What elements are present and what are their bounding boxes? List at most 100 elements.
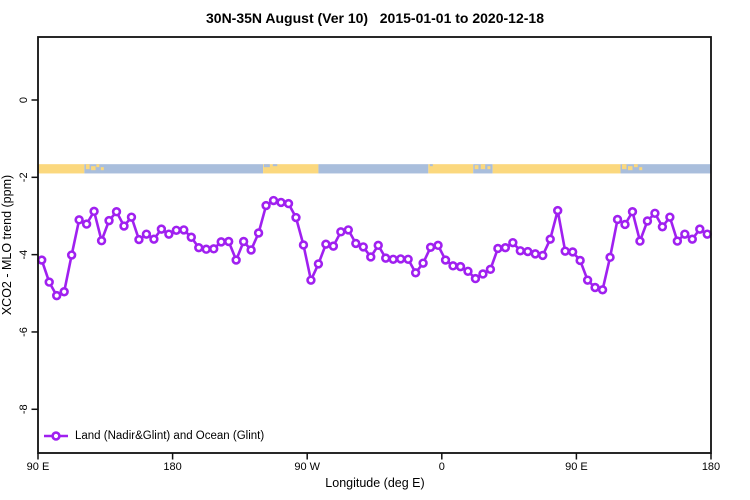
land-band-segment (263, 164, 319, 174)
data-point-marker (410, 268, 421, 278)
data-point-marker (141, 229, 152, 239)
data-point-marker (179, 225, 189, 235)
data-point-marker (523, 246, 533, 257)
data-point-marker (164, 229, 174, 239)
data-point-marker (575, 255, 585, 266)
data-point-marker (650, 208, 660, 218)
data-point-marker (328, 241, 339, 251)
plot-border (37, 36, 712, 454)
data-point-marker (246, 245, 256, 255)
data-point-marker (612, 214, 623, 225)
data-point-marker (680, 229, 690, 239)
data-point-marker (37, 255, 47, 265)
data-point-marker (171, 225, 182, 235)
data-point-marker (702, 229, 712, 239)
data-point-marker (366, 252, 376, 262)
data-point-marker (590, 282, 600, 293)
legend-label: Land (Nadir&Glint) and Ocean (Glint) (75, 430, 264, 442)
data-point-marker (149, 234, 159, 244)
data-point-marker (74, 215, 84, 225)
land-band-speckle (85, 164, 90, 170)
data-point-marker (51, 290, 62, 301)
data-point-marker (635, 236, 645, 246)
data-point-marker (515, 246, 526, 256)
ocean-band-speckle (263, 164, 270, 168)
data-point-marker (351, 238, 361, 249)
land-band-speckle (474, 165, 479, 170)
data-point-marker (209, 244, 219, 254)
data-point-marker (336, 227, 346, 237)
x-tick-label: 180 (702, 461, 720, 473)
y-tick-label: -2 (18, 172, 30, 182)
land-band-speckle (480, 164, 486, 170)
data-point-marker (582, 275, 593, 285)
data-point-marker (186, 232, 196, 242)
data-point-marker (642, 216, 653, 226)
y-tick-label: -6 (18, 327, 30, 337)
data-point-marker (597, 285, 608, 295)
data-point-marker (538, 250, 548, 261)
data-point-marker (268, 195, 279, 206)
data-point-marker (66, 250, 77, 260)
data-point-marker (553, 205, 563, 216)
data-point-marker (508, 237, 518, 248)
data-point-marker (433, 240, 443, 251)
data-point-marker (605, 252, 615, 263)
land-band-speckle (100, 167, 104, 171)
data-point-marker (298, 240, 309, 250)
data-point-marker (388, 254, 398, 264)
data-point-marker (403, 254, 413, 264)
x-tick-label: 90 W (294, 461, 320, 473)
data-point-marker (216, 237, 226, 247)
land-band-speckle (96, 164, 100, 168)
data-point-marker (261, 200, 271, 211)
data-point-marker (695, 224, 705, 234)
data-point-marker (567, 247, 578, 257)
data-point-marker (470, 273, 481, 284)
data-point-marker (194, 242, 204, 253)
legend-marker-sample (51, 431, 61, 441)
data-point-marker (478, 269, 488, 279)
data-point-marker (545, 234, 555, 244)
y-tick-label: 0 (18, 97, 30, 103)
data-point-marker (627, 207, 638, 217)
data-point-marker (126, 212, 137, 222)
ocean-band-segment (84, 164, 264, 174)
x-tick-label: 180 (163, 461, 181, 473)
data-point-marker (44, 277, 54, 287)
data-point-marker (81, 219, 92, 229)
data-point-marker (455, 261, 466, 272)
data-point-marker (530, 249, 540, 259)
data-point-marker (134, 234, 144, 245)
x-tick-label: 90 E (27, 461, 50, 473)
data-point-marker (96, 236, 107, 246)
data-point-marker (231, 255, 241, 265)
data-point-marker (418, 258, 428, 268)
data-point-marker (156, 224, 167, 234)
ocean-band-segment (620, 164, 711, 174)
data-point-marker (119, 221, 129, 231)
data-point-marker (111, 207, 122, 217)
x-tick-label: 90 E (565, 461, 588, 473)
data-point-marker (440, 255, 451, 265)
data-point-marker (283, 198, 294, 209)
data-point-marker (343, 225, 354, 235)
y-tick-label: -8 (18, 404, 30, 414)
ocean-band-speckle (272, 164, 278, 167)
land-band-speckle (627, 166, 633, 171)
ocean-band-speckle (429, 164, 433, 167)
data-point-marker (448, 261, 458, 271)
land-band-segment (38, 164, 85, 174)
data-point-marker (485, 264, 496, 275)
data-point-marker (463, 266, 473, 276)
data-point-marker (306, 275, 316, 285)
land-band-segment (428, 164, 474, 174)
data-point-marker (104, 215, 114, 226)
data-point-marker (560, 246, 570, 256)
data-point-marker (313, 259, 324, 269)
data-point-marker (223, 236, 234, 247)
data-point-marker (665, 212, 675, 222)
land-band-speckle (639, 167, 643, 171)
data-point-marker (373, 240, 383, 251)
